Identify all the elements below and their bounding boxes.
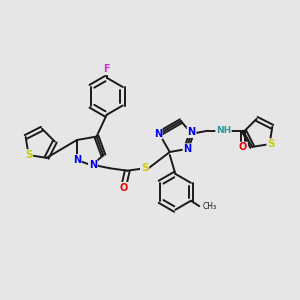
Text: S: S [25,150,32,160]
Text: NH: NH [216,126,231,135]
Text: N: N [154,129,162,139]
Text: CH₃: CH₃ [202,202,216,211]
Text: S: S [141,163,148,173]
Text: F: F [103,64,110,74]
Text: N: N [183,144,191,154]
Text: N: N [89,160,97,170]
Text: O: O [120,183,128,193]
Text: N: N [188,127,196,137]
Text: O: O [239,142,247,152]
Text: N: N [73,155,81,165]
Text: S: S [267,139,275,149]
